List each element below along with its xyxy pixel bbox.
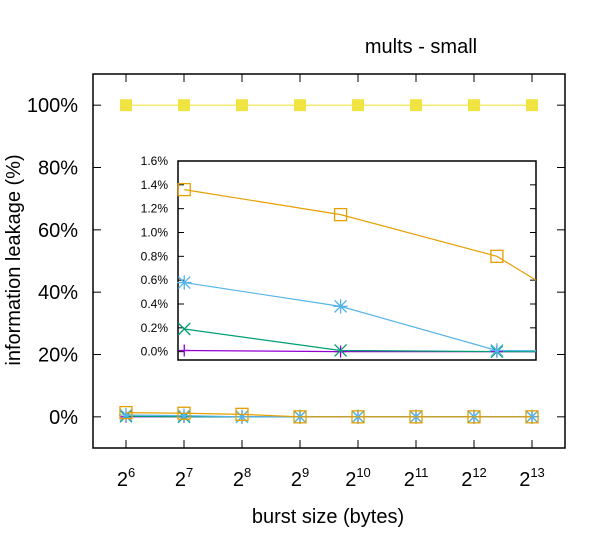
- y-tick-label: 0%: [49, 407, 78, 429]
- data-point: [294, 99, 306, 112]
- inset-y-tick-label: 0.8%: [141, 249, 169, 263]
- data-point: [525, 410, 539, 424]
- data-point-shape: [351, 410, 365, 424]
- data-point: [119, 405, 133, 420]
- inset-data-point-shape: [334, 344, 348, 357]
- inset-y-tick-label: 0.2%: [141, 321, 169, 335]
- data-point-shape: [177, 406, 191, 420]
- inset-y-tick-label: 1.0%: [141, 225, 169, 239]
- inset-data-point-shape: [489, 343, 505, 358]
- data-point-shape: [352, 99, 364, 112]
- y-axis-label: information leakage (%): [3, 154, 25, 365]
- inset-data-point: [177, 182, 191, 197]
- y-axis-ticks: 0% 20% 40% 60% 80% 100%: [27, 95, 565, 429]
- data-point-shape: [467, 410, 481, 424]
- inset-y-tick-label: 1.4%: [141, 178, 169, 192]
- x-tick-label: 26: [117, 465, 135, 491]
- inset-y-tick-label: 0.0%: [141, 345, 169, 359]
- series-line: [125, 411, 532, 418]
- inset-series-layer: [177, 182, 536, 359]
- data-point-shape: [468, 99, 480, 112]
- inset-data-point: [334, 345, 347, 358]
- inset-data-point: [334, 344, 348, 357]
- series-layer: [118, 99, 540, 425]
- plot-area-frame: [92, 73, 566, 449]
- inset-data-point-shape: [177, 275, 192, 290]
- inset-series-line: [184, 189, 536, 281]
- inset-data-point: [177, 322, 191, 336]
- inset-data-point: [333, 299, 348, 314]
- data-point: [410, 99, 422, 112]
- y-tick-label: 40%: [38, 282, 78, 304]
- data-point: [293, 410, 307, 424]
- data-point-shape: [294, 99, 306, 112]
- data-point-shape: [235, 407, 249, 421]
- data-point: [467, 410, 481, 424]
- inset-frame: [177, 160, 537, 361]
- data-point-shape: [525, 410, 539, 424]
- data-point-shape: [293, 410, 307, 424]
- data-point: [177, 406, 191, 420]
- inset-y-axis-ticks: 0.0% 0.2% 0.4% 0.6% 0.8% 1.0% 1.2% 1.4% 1.6%: [141, 154, 536, 359]
- x-tick-label: 28: [233, 465, 251, 491]
- inset-y-tick-label: 1.2%: [141, 202, 169, 216]
- x-tick-label: 210: [345, 465, 371, 491]
- data-point: [178, 99, 190, 112]
- data-point-shape: [410, 99, 422, 112]
- data-point-shape: [526, 99, 538, 112]
- data-point-shape: [409, 410, 423, 424]
- inset-data-point: [178, 344, 191, 357]
- inset-data-point: [333, 207, 348, 222]
- inset-data-point: [177, 275, 192, 290]
- data-point-shape: [234, 409, 250, 425]
- x-tick-label: 212: [461, 465, 487, 491]
- y-tick-label: 60%: [38, 220, 78, 242]
- data-point-shape: [118, 407, 134, 423]
- data-point: [236, 99, 248, 112]
- data-point-shape: [119, 405, 133, 420]
- y-tick-label: 80%: [38, 158, 78, 180]
- inset-y-tick-label: 1.6%: [141, 154, 169, 168]
- data-point-shape: [176, 408, 192, 423]
- data-point: [176, 408, 192, 423]
- inset-plot-area: [184, 189, 536, 353]
- inset-series-line: [184, 328, 536, 353]
- x-tick-label: 211: [404, 465, 429, 491]
- inset-data-point-shape: [490, 249, 504, 263]
- inset-chart: 0.0% 0.2% 0.4% 0.6% 0.8% 1.0% 1.2% 1.4% 1.6%: [141, 154, 537, 361]
- inset-data-point-shape: [177, 182, 191, 197]
- inset-data-point-shape: [178, 344, 191, 357]
- data-point-shape: [236, 99, 248, 112]
- inset-series-line: [184, 281, 536, 352]
- data-point: [409, 410, 423, 424]
- data-point: [351, 410, 365, 424]
- inset-data-point-shape: [334, 345, 347, 358]
- chart-title: mults - small: [365, 36, 477, 58]
- inset-data-point: [489, 343, 505, 358]
- x-axis-label: burst size (bytes): [252, 506, 404, 528]
- data-point-shape: [178, 99, 190, 112]
- data-point: [352, 99, 364, 112]
- inset-y-tick-label: 0.4%: [141, 297, 169, 311]
- y-tick-label: 100%: [27, 95, 78, 117]
- data-point: [235, 407, 249, 421]
- inset-data-point-shape: [333, 207, 348, 222]
- data-point: [234, 409, 250, 425]
- x-tick-label: 27: [175, 465, 193, 491]
- data-point: [526, 99, 538, 112]
- inset-y-tick-label: 0.6%: [141, 273, 169, 287]
- data-point: [118, 407, 134, 423]
- y-tick-label: 20%: [38, 345, 78, 367]
- x-tick-label: 29: [291, 465, 309, 491]
- inset-data-point-shape: [177, 322, 191, 336]
- x-tick-label: 213: [519, 465, 545, 491]
- inset-data-point-shape: [333, 299, 348, 314]
- inset-data-point: [490, 249, 504, 263]
- data-point: [120, 99, 132, 112]
- data-point-shape: [120, 99, 132, 112]
- data-point: [468, 99, 480, 112]
- x-axis-ticks: 26 27 28 29 210 211 212 213: [117, 74, 545, 491]
